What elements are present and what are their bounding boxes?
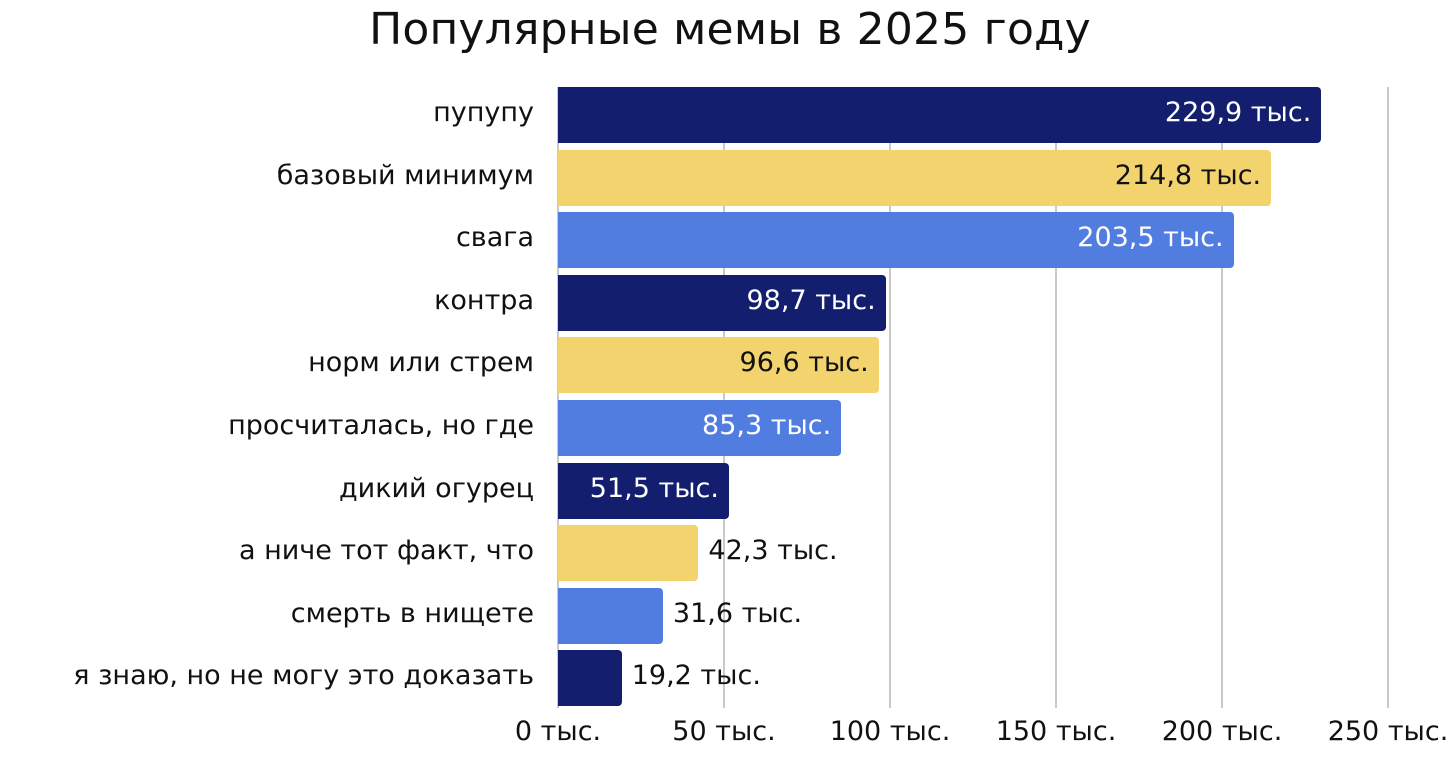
bar[interactable] — [558, 149, 1272, 206]
bar[interactable] — [558, 587, 663, 644]
category-label: дикий огурец — [338, 472, 534, 504]
x-tick-label: 250 тыс. — [1327, 716, 1449, 747]
bar[interactable] — [558, 462, 729, 519]
gridline — [1387, 87, 1389, 708]
data-label: 96,6 тыс. — [739, 347, 869, 379]
category-label: просчиталась, но где — [228, 410, 534, 441]
category-label: а ниче тот факт, что — [238, 535, 534, 567]
data-label: 98,7 тыс. — [746, 284, 876, 316]
gridline — [889, 87, 891, 708]
data-label: 229,9 тыс. — [1164, 97, 1312, 128]
x-tick-label: 0 тыс. — [514, 716, 602, 747]
category-label: свага — [455, 222, 534, 254]
bar[interactable] — [558, 274, 886, 331]
category-label: норм или стрем — [308, 347, 534, 379]
x-tick-label: 100 тыс. — [829, 716, 951, 747]
gridline — [723, 87, 725, 708]
category-label: я знаю, но не могу это доказать — [73, 660, 534, 692]
data-label: 31,6 тыс. — [672, 597, 803, 629]
data-label: 203,5 тыс. — [1077, 222, 1224, 254]
bar[interactable] — [558, 650, 622, 707]
y-axis-line — [557, 87, 559, 708]
x-tick-label: 50 тыс. — [672, 716, 776, 747]
category-label: контра — [434, 284, 534, 316]
category-label: пупупу — [433, 97, 534, 128]
gridline — [1221, 87, 1223, 708]
x-tick-label: 200 тыс. — [1161, 716, 1283, 747]
bar[interactable] — [558, 525, 699, 582]
category-label: смерть в нищете — [290, 597, 534, 629]
data-label: 42,3 тыс. — [708, 535, 838, 567]
category-label: базовый минимум — [276, 159, 534, 191]
bar[interactable] — [558, 87, 1322, 143]
bar[interactable] — [558, 337, 879, 394]
bar[interactable] — [558, 212, 1234, 269]
chart-title: Популярные мемы в 2025 году — [369, 4, 1091, 55]
data-label: 51,5 тыс. — [589, 472, 719, 504]
data-label: 214,8 тыс. — [1114, 159, 1262, 191]
data-label: 85,3 тыс. — [702, 410, 832, 441]
data-label: 19,2 тыс. — [631, 660, 761, 692]
gridline — [1055, 87, 1057, 708]
bar[interactable] — [558, 400, 842, 456]
x-tick-label: 150 тыс. — [995, 716, 1117, 747]
